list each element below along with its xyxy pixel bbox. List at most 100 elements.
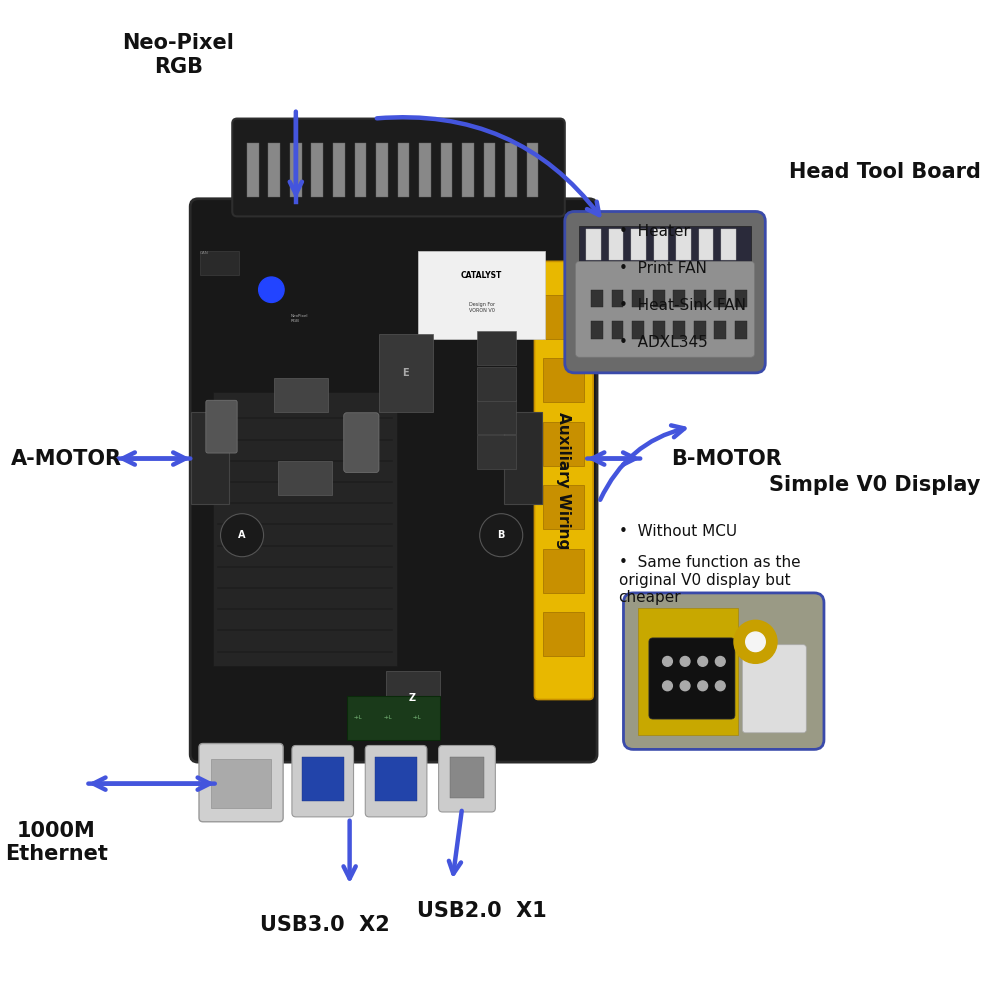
FancyBboxPatch shape bbox=[484, 143, 495, 197]
FancyBboxPatch shape bbox=[576, 261, 755, 357]
FancyBboxPatch shape bbox=[232, 119, 565, 216]
Text: •  Without MCU: • Without MCU bbox=[619, 524, 737, 539]
Bar bbox=[591, 321, 603, 339]
Circle shape bbox=[480, 514, 523, 557]
Text: E: E bbox=[402, 368, 409, 378]
FancyBboxPatch shape bbox=[631, 229, 646, 260]
FancyBboxPatch shape bbox=[504, 412, 542, 504]
FancyBboxPatch shape bbox=[213, 392, 397, 666]
Bar bbox=[632, 321, 644, 339]
FancyBboxPatch shape bbox=[654, 229, 668, 260]
FancyBboxPatch shape bbox=[365, 745, 427, 817]
FancyBboxPatch shape bbox=[527, 143, 538, 197]
Bar bbox=[673, 290, 685, 307]
FancyBboxPatch shape bbox=[676, 229, 691, 260]
Bar bbox=[694, 290, 706, 307]
Text: Head Tool Board: Head Tool Board bbox=[789, 162, 980, 182]
Bar bbox=[632, 290, 644, 307]
Text: •  Heat-Sink FAN: • Heat-Sink FAN bbox=[619, 298, 746, 313]
FancyBboxPatch shape bbox=[543, 422, 584, 466]
FancyBboxPatch shape bbox=[742, 645, 806, 733]
Bar bbox=[735, 290, 747, 307]
FancyBboxPatch shape bbox=[623, 593, 824, 749]
Bar bbox=[612, 321, 623, 339]
FancyBboxPatch shape bbox=[649, 638, 735, 719]
Text: CAN: CAN bbox=[200, 251, 209, 255]
FancyBboxPatch shape bbox=[462, 143, 474, 197]
Circle shape bbox=[259, 277, 284, 302]
Circle shape bbox=[698, 681, 708, 691]
Text: Simple V0 Display: Simple V0 Display bbox=[769, 475, 980, 495]
Text: CATALYST: CATALYST bbox=[461, 271, 502, 280]
Text: •  Same function as the
original V0 display but
cheaper: • Same function as the original V0 displ… bbox=[619, 555, 800, 605]
Circle shape bbox=[734, 620, 777, 663]
FancyBboxPatch shape bbox=[278, 461, 332, 495]
Text: Neo-Pixel
RGB: Neo-Pixel RGB bbox=[123, 33, 234, 77]
Circle shape bbox=[715, 656, 725, 666]
Circle shape bbox=[663, 681, 672, 691]
Circle shape bbox=[221, 514, 264, 557]
FancyBboxPatch shape bbox=[609, 229, 623, 260]
FancyBboxPatch shape bbox=[477, 367, 516, 401]
Text: A: A bbox=[238, 530, 246, 540]
FancyBboxPatch shape bbox=[419, 143, 431, 197]
Bar bbox=[714, 321, 726, 339]
Text: A-MOTOR: A-MOTOR bbox=[10, 449, 121, 469]
FancyBboxPatch shape bbox=[333, 143, 345, 197]
FancyBboxPatch shape bbox=[302, 757, 344, 801]
FancyBboxPatch shape bbox=[721, 229, 736, 260]
FancyBboxPatch shape bbox=[579, 226, 751, 275]
FancyBboxPatch shape bbox=[191, 412, 229, 504]
Text: •  ADXL345: • ADXL345 bbox=[619, 335, 707, 350]
FancyBboxPatch shape bbox=[477, 435, 516, 469]
Bar bbox=[591, 290, 603, 307]
FancyBboxPatch shape bbox=[206, 400, 237, 453]
Text: Design For
VORON V0: Design For VORON V0 bbox=[469, 302, 495, 313]
Bar bbox=[735, 321, 747, 339]
FancyBboxPatch shape bbox=[347, 696, 440, 740]
FancyBboxPatch shape bbox=[290, 143, 302, 197]
FancyBboxPatch shape bbox=[477, 331, 516, 365]
Bar bbox=[694, 321, 706, 339]
FancyBboxPatch shape bbox=[398, 143, 409, 197]
FancyBboxPatch shape bbox=[439, 745, 495, 812]
FancyBboxPatch shape bbox=[376, 143, 388, 197]
FancyBboxPatch shape bbox=[375, 757, 417, 801]
FancyBboxPatch shape bbox=[441, 143, 452, 197]
FancyBboxPatch shape bbox=[211, 759, 271, 808]
FancyBboxPatch shape bbox=[386, 671, 440, 725]
Text: B: B bbox=[498, 530, 505, 540]
Circle shape bbox=[680, 656, 690, 666]
FancyBboxPatch shape bbox=[586, 229, 601, 260]
Text: -+L: -+L bbox=[354, 715, 363, 720]
FancyBboxPatch shape bbox=[344, 413, 379, 472]
Circle shape bbox=[680, 681, 690, 691]
FancyBboxPatch shape bbox=[199, 744, 283, 822]
FancyBboxPatch shape bbox=[418, 251, 545, 339]
FancyBboxPatch shape bbox=[311, 143, 323, 197]
FancyBboxPatch shape bbox=[534, 261, 593, 700]
FancyBboxPatch shape bbox=[543, 485, 584, 529]
Bar bbox=[612, 290, 623, 307]
FancyBboxPatch shape bbox=[543, 612, 584, 656]
Bar bbox=[653, 290, 665, 307]
Circle shape bbox=[698, 656, 708, 666]
FancyBboxPatch shape bbox=[477, 400, 516, 434]
Circle shape bbox=[715, 681, 725, 691]
FancyBboxPatch shape bbox=[638, 608, 738, 735]
FancyBboxPatch shape bbox=[268, 143, 280, 197]
Bar bbox=[653, 321, 665, 339]
FancyBboxPatch shape bbox=[292, 745, 354, 817]
FancyBboxPatch shape bbox=[379, 334, 433, 412]
Text: B-MOTOR: B-MOTOR bbox=[671, 449, 782, 469]
FancyBboxPatch shape bbox=[190, 199, 597, 762]
FancyBboxPatch shape bbox=[200, 251, 239, 275]
Bar bbox=[673, 321, 685, 339]
Circle shape bbox=[746, 632, 765, 652]
Bar bbox=[714, 290, 726, 307]
FancyBboxPatch shape bbox=[565, 211, 765, 373]
Text: •  Heater: • Heater bbox=[619, 224, 689, 239]
Text: USB3.0  X2: USB3.0 X2 bbox=[260, 915, 390, 935]
FancyBboxPatch shape bbox=[543, 358, 584, 402]
FancyBboxPatch shape bbox=[450, 757, 484, 798]
